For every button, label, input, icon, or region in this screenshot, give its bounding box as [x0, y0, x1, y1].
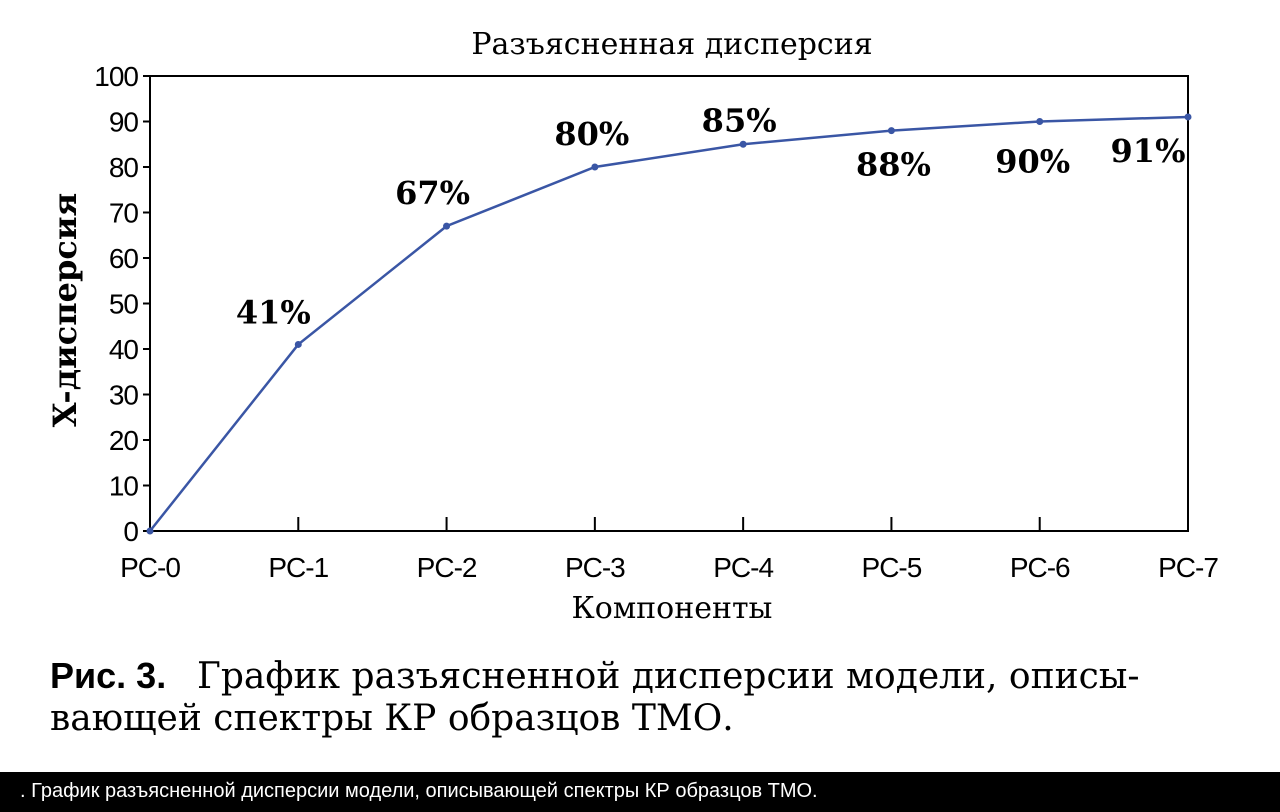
y-tick-label: 70 — [109, 198, 139, 229]
y-tick-label: 60 — [109, 243, 139, 274]
x-tick-label: PC-7 — [1158, 552, 1218, 583]
y-tick-label: 50 — [109, 289, 139, 320]
data-line — [149, 115, 1189, 532]
data-label: 85% — [702, 101, 777, 139]
chart-title: Разъясненная дисперсия — [471, 27, 872, 62]
data-label: 88% — [856, 146, 931, 184]
x-tick-label: PC-4 — [713, 552, 773, 583]
y-tick-label: 0 — [123, 516, 138, 547]
data-label: 67% — [395, 174, 470, 212]
data-point — [1184, 113, 1192, 121]
data-point — [146, 527, 154, 535]
data-label: 41% — [236, 293, 311, 331]
data-point — [294, 340, 302, 348]
y-tick-label: 90 — [109, 107, 139, 138]
data-point — [1036, 118, 1044, 125]
caption-line: вающей спектры КР образцов ТМО. — [50, 698, 734, 739]
y-tick-label: 100 — [94, 61, 138, 92]
data-point — [739, 140, 747, 148]
data-label: 91% — [1111, 132, 1186, 170]
data-label: 80% — [554, 115, 629, 153]
caption-label: Рис. 3. — [50, 655, 166, 696]
footer-text: . График разъясненной дисперсии модели, … — [20, 780, 818, 802]
data-point — [443, 222, 451, 230]
x-tick-label: PC-3 — [565, 552, 625, 583]
y-tick-label: 40 — [109, 334, 139, 365]
y-tick-label: 10 — [109, 471, 139, 502]
x-tick-label: PC-1 — [268, 552, 328, 583]
y-tick-label: 20 — [109, 425, 139, 456]
data-label: 90% — [995, 143, 1070, 181]
caption-line: График разъясненной дисперсии модели, оп… — [197, 656, 1140, 697]
x-tick-label: PC-5 — [862, 552, 922, 583]
footer-bar — [0, 772, 1280, 812]
x-tick-label: PC-6 — [1010, 552, 1070, 583]
y-axis-label: X-дисперсия — [46, 193, 84, 428]
data-point — [591, 163, 599, 171]
y-tick-label: 80 — [109, 152, 139, 183]
x-tick-label: PC-2 — [417, 552, 477, 583]
x-tick-label: PC-0 — [120, 552, 180, 583]
x-axis-label: Компоненты — [572, 591, 773, 626]
y-tick-label: 30 — [109, 380, 139, 411]
data-point — [887, 127, 895, 135]
